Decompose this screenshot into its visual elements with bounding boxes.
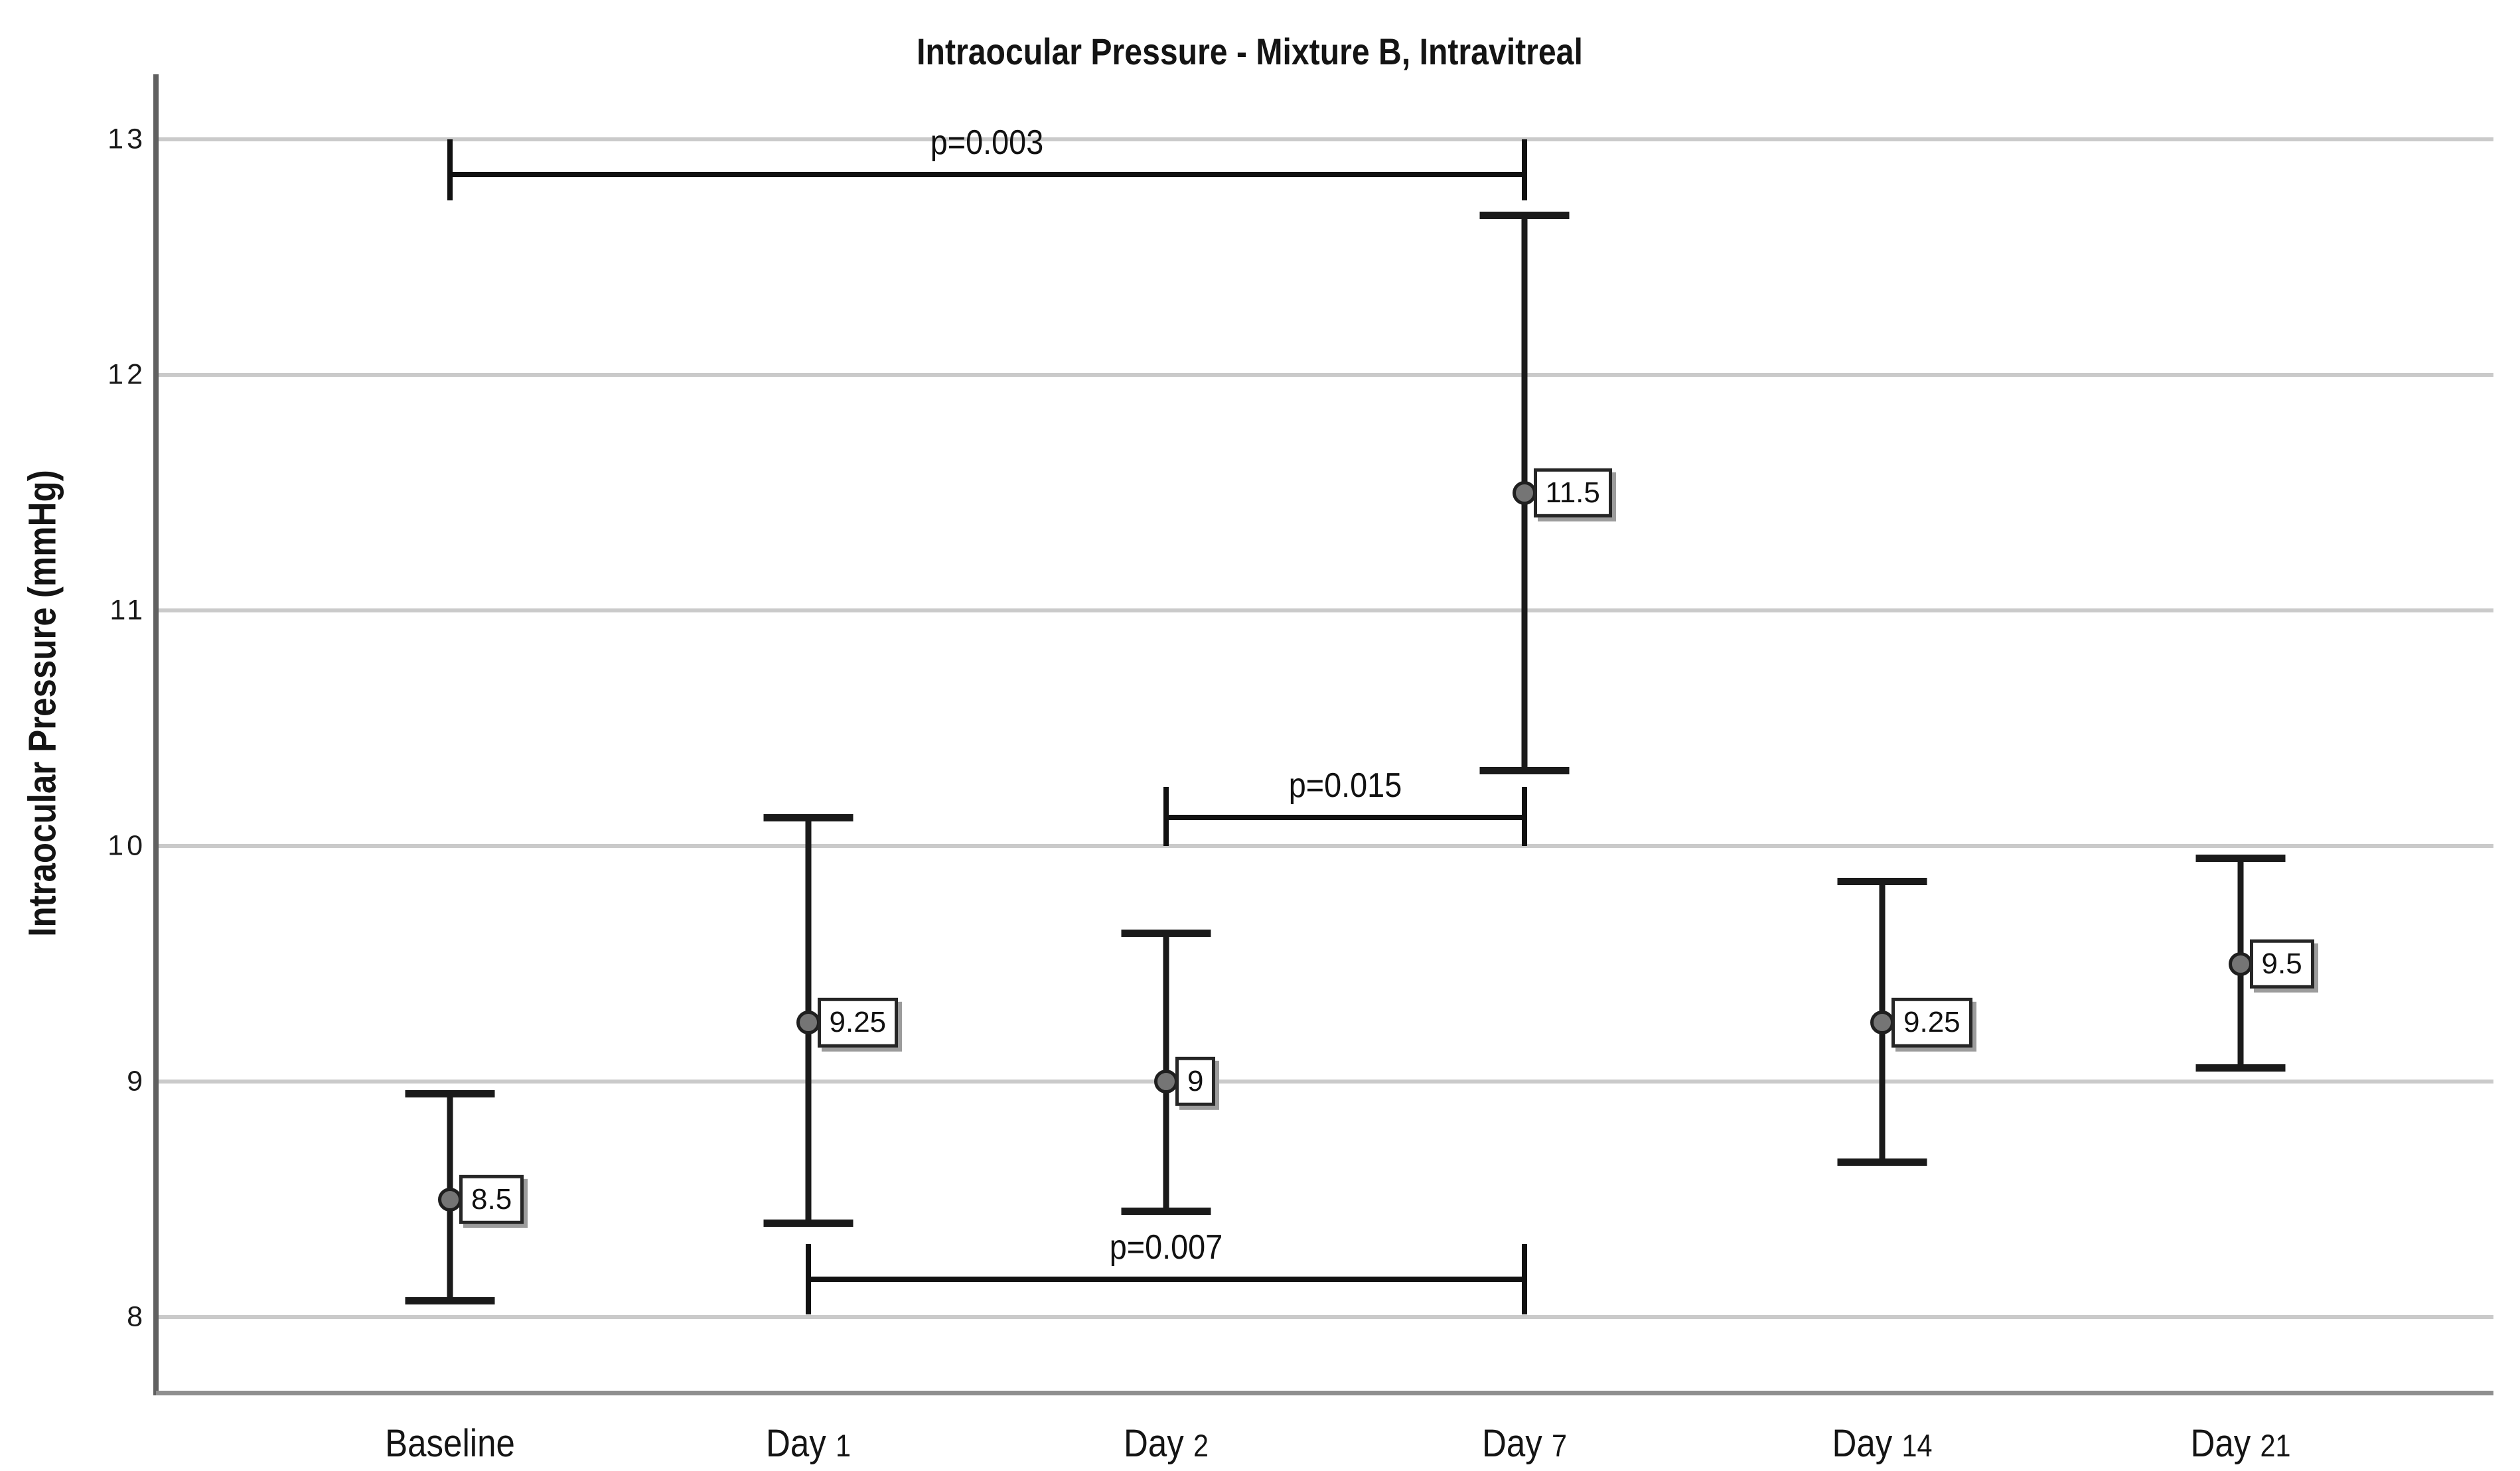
- error-bar-cap-top: [1479, 211, 1569, 219]
- point-label: 9.25: [817, 998, 899, 1048]
- x-tick-label: Day 1: [766, 1421, 851, 1466]
- point-label: 11.5: [1533, 468, 1612, 518]
- p-value-label: p=0.015: [1288, 766, 1402, 806]
- point-label: 9: [1175, 1056, 1216, 1107]
- x-tick-label: Day 14: [1832, 1421, 1933, 1466]
- significance-bracket-tick: [1521, 787, 1527, 846]
- x-tick-number: 2: [1193, 1428, 1209, 1463]
- gridline: [156, 608, 2493, 612]
- x-tick-number: 14: [1901, 1428, 1933, 1463]
- x-tick-number: 7: [1551, 1428, 1567, 1463]
- mean-marker: [1154, 1070, 1178, 1093]
- y-axis-title: Intraocular Pressure (mmHg): [21, 470, 64, 937]
- x-tick-number: 1: [835, 1428, 851, 1463]
- point-label: 8.5: [459, 1174, 524, 1224]
- error-bar-cap-bottom: [1121, 1208, 1211, 1216]
- significance-bracket-tick: [805, 1243, 811, 1315]
- error-bar-cap-top: [405, 1089, 495, 1097]
- x-tick-label: Day 2: [1124, 1421, 1209, 1466]
- y-tick-label: 11: [110, 594, 146, 626]
- mean-marker: [1512, 480, 1536, 505]
- x-tick-label: Day 7: [1482, 1421, 1567, 1466]
- gridline: [156, 844, 2493, 848]
- significance-bracket-tick: [1163, 787, 1169, 846]
- y-tick-label: 9: [127, 1065, 146, 1097]
- mean-marker: [2228, 951, 2253, 976]
- gridline: [156, 1080, 2493, 1084]
- error-bar-cap-bottom: [1837, 1158, 1927, 1166]
- gridline: [156, 137, 2493, 141]
- x-tick-word: Day: [765, 1422, 836, 1465]
- gridline: [156, 1315, 2493, 1319]
- error-bar-cap-bottom: [1479, 767, 1569, 775]
- significance-bracket-tick: [1521, 1243, 1527, 1315]
- mean-marker: [1870, 1011, 1894, 1035]
- x-tick-word: Day: [2190, 1422, 2260, 1465]
- x-axis-line: [156, 1391, 2493, 1395]
- point-label: 9.5: [2249, 939, 2314, 989]
- error-bar-cap-top: [763, 814, 853, 822]
- mean-marker: [438, 1187, 462, 1212]
- error-bar-cap-bottom: [763, 1220, 853, 1227]
- x-tick-label: Day 21: [2190, 1421, 2290, 1466]
- mean-marker: [796, 1011, 820, 1035]
- y-tick-label: 13: [108, 123, 146, 155]
- significance-bracket-line: [808, 1277, 1524, 1283]
- significance-bracket-tick: [1521, 139, 1527, 201]
- p-value-label: p=0.003: [930, 123, 1044, 163]
- error-bar-cap-top: [1837, 878, 1927, 886]
- y-tick-label: 10: [108, 829, 146, 862]
- significance-bracket-tick: [447, 139, 453, 201]
- x-tick-word: Day: [1832, 1422, 1902, 1465]
- y-tick-label: 12: [108, 358, 146, 391]
- point-label: 9.25: [1891, 998, 1972, 1048]
- error-bar-cap-bottom: [405, 1297, 495, 1305]
- error-bar-cap-top: [1121, 930, 1211, 938]
- error-bar-cap-bottom: [2195, 1064, 2285, 1072]
- x-tick-word: Day: [1124, 1422, 1193, 1465]
- significance-bracket-line: [1166, 815, 1524, 821]
- gridline: [156, 373, 2493, 377]
- x-tick-label: Baseline: [385, 1422, 515, 1465]
- x-tick-number: 21: [2259, 1428, 2290, 1463]
- y-tick-label: 8: [127, 1300, 146, 1333]
- p-value-label: p=0.007: [1109, 1228, 1223, 1267]
- y-axis-line: [153, 74, 159, 1395]
- chart-title: Intraocular Pressure - Mixture B, Intrav…: [917, 31, 1583, 72]
- significance-bracket-line: [450, 172, 1524, 178]
- error-bar-cap-top: [2195, 854, 2285, 862]
- x-tick-word: Day: [1481, 1422, 1552, 1465]
